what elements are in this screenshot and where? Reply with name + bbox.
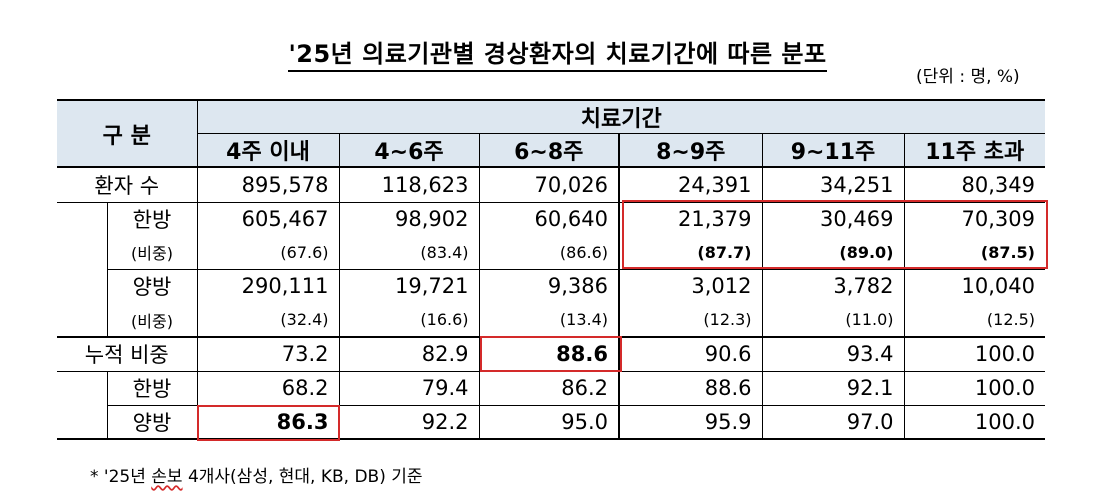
row-label-korean-medicine: 한방 <box>107 202 198 236</box>
cell: 68.2 <box>197 371 340 406</box>
cell: 100.0 <box>904 337 1045 372</box>
cell: 9,386 <box>479 269 620 303</box>
header-col-2: 6~8주 <box>479 133 620 168</box>
cell: (13.4) <box>479 303 620 338</box>
cell: 79.4 <box>339 371 480 406</box>
table-row: 한방 605,467 98,902 60,640 21,379 30,469 7… <box>57 202 1045 338</box>
cell: 70,309 <box>961 207 1035 232</box>
footnote-suffix: 4개사(삼성, 현대, KB, DB) 기준 <box>182 467 423 487</box>
indent-spacer <box>57 202 108 338</box>
cell: 97.0 <box>762 405 905 440</box>
cell: 3,782 <box>762 269 905 303</box>
cell: (89.0) <box>762 236 905 270</box>
header-col-0: 4주 이내 <box>197 133 340 168</box>
cell: 21,379 <box>619 202 763 236</box>
cell: 88.6 <box>479 337 620 372</box>
cell: 118,623 <box>339 167 480 203</box>
cell: 92.1 <box>762 371 905 406</box>
cell: 100.0 <box>904 405 1045 440</box>
cell: 80,349 <box>904 167 1045 203</box>
cell: 290,111 <box>197 269 340 303</box>
cell: 93.4 <box>762 337 905 372</box>
table-row: (비중) (67.6) (83.4) (86.6) (87.7) (89.0) … <box>57 236 1045 270</box>
cell: 95.0 <box>479 405 620 440</box>
cell: (67.6) <box>197 236 340 270</box>
cell: 90.6 <box>619 337 763 372</box>
footnote-prefix: * '25년 <box>90 467 152 487</box>
table-row: 누적 비중 73.2 82.9 88.6 90.6 93.4 100.0 <box>57 337 1045 372</box>
table-title: '25년 의료기관별 경상환자의 치료기간에 따른 분포 <box>0 34 1115 72</box>
row-label-korean-medicine: 한방 <box>107 371 198 406</box>
cell: (87.5) <box>904 236 1045 270</box>
row-label-western-medicine: 양방 <box>107 269 198 303</box>
cell: 73.2 <box>197 337 340 372</box>
cell: (83.4) <box>339 236 480 270</box>
cell: 24,391 <box>619 167 763 203</box>
table-row: (비중) (32.4) (16.6) (13.4) (12.3) (11.0) … <box>57 303 1045 338</box>
cell: (12.5) <box>904 303 1045 338</box>
header-col-5: 11주 초과 <box>904 133 1045 168</box>
row-label-share: (비중) <box>107 236 198 270</box>
cell: (11.0) <box>762 303 905 338</box>
cell: (87.7) <box>619 236 763 270</box>
unit-label: (단위 : 명, %) <box>916 67 1020 87</box>
cell: 605,467 <box>197 202 340 236</box>
cell: 60,640 <box>479 202 620 236</box>
table-row: 환자 수 895,578 118,623 70,026 24,391 34,25… <box>57 167 1045 203</box>
distribution-table: 구 분 치료기간 4주 이내 4~6주 6~8주 8~9주 9~11주 11주 … <box>57 99 1045 440</box>
cell: 34,251 <box>762 167 905 203</box>
header-period-group: 치료기간 <box>197 99 1045 134</box>
cell: 86.2 <box>479 371 620 406</box>
cell: (12.3) <box>619 303 763 338</box>
header-col-1: 4~6주 <box>339 133 480 168</box>
cell: 95.9 <box>619 405 763 440</box>
header-col-4: 9~11주 <box>762 133 905 168</box>
cell: 70,026 <box>479 167 620 203</box>
cell: 19,721 <box>339 269 480 303</box>
cell: 92.2 <box>339 405 480 440</box>
cell: 82.9 <box>339 337 480 372</box>
cell: (16.6) <box>339 303 480 338</box>
table-row: 양방 290,111 19,721 9,386 3,012 3,782 10,0… <box>57 269 1045 303</box>
cell: (86.6) <box>479 236 620 270</box>
table-row: 양방 86.3 92.2 95.0 95.9 97.0 100.0 <box>57 405 1045 440</box>
cell: 3,012 <box>619 269 763 303</box>
row-label-western-medicine: 양방 <box>107 405 198 440</box>
indent-spacer <box>57 371 108 440</box>
cell: 10,040 <box>961 274 1035 299</box>
header-category: 구 분 <box>57 99 198 168</box>
cell: 895,578 <box>197 167 340 203</box>
cell: 100.0 <box>904 371 1045 406</box>
footnote-insurers: 손보 <box>151 467 183 487</box>
table-title-text: '25년 의료기관별 경상환자의 치료기간에 따른 분포 <box>288 40 827 72</box>
footnote: * '25년 손보 4개사(삼성, 현대, KB, DB) 기준 <box>90 462 423 487</box>
row-label-share: (비중) <box>107 303 198 338</box>
table-row: 한방 68.2 79.4 86.2 88.6 92.1 100.0 <box>57 371 1045 440</box>
cell: (32.4) <box>197 303 340 338</box>
row-label-patients: 환자 수 <box>57 167 198 203</box>
cell: 30,469 <box>762 202 905 236</box>
row-label-cumulative: 누적 비중 <box>57 337 198 372</box>
header-col-3: 8~9주 <box>619 133 763 168</box>
cell: 98,902 <box>339 202 480 236</box>
cell: 86.3 <box>197 405 340 440</box>
cell: 88.6 <box>619 371 763 406</box>
